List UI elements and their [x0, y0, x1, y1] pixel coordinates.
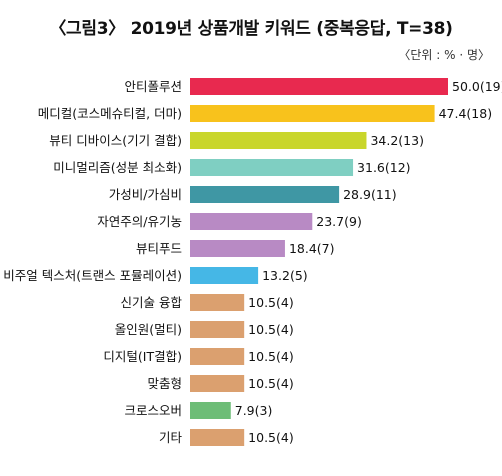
category-label: 크로스오버: [124, 403, 182, 418]
category-label: 자연주의/유기농: [97, 214, 182, 229]
category-label: 기타: [159, 430, 183, 445]
value-label: 13.2(5): [262, 268, 308, 283]
bar: [190, 294, 245, 311]
category-label: 비주얼 텍스처(트랜스 포뮬레이션): [3, 268, 182, 283]
bar: [190, 186, 340, 203]
category-label: 올인원(멀티): [115, 322, 182, 337]
bar: [190, 240, 285, 257]
value-label: 47.4(18): [439, 106, 493, 121]
value-label: 23.7(9): [316, 214, 362, 229]
bar: [190, 375, 245, 392]
value-label: 10.5(4): [248, 430, 294, 445]
value-label: 10.5(4): [248, 322, 294, 337]
category-label: 뷰티 디바이스(기기 결합): [49, 133, 182, 148]
value-label: 18.4(7): [289, 241, 335, 256]
category-label: 맞춤형: [147, 376, 182, 391]
bar: [190, 105, 435, 122]
bar: [190, 159, 354, 176]
value-label: 7.9(3): [235, 403, 273, 418]
chart-title: 〈그림3〉 2019년 상품개발 키워드 (중복응답, T=38): [49, 19, 453, 39]
bar: [190, 78, 448, 95]
bar: [190, 402, 231, 419]
category-label: 뷰티푸드: [136, 241, 182, 256]
category-label: 디지털(IT결합): [103, 349, 182, 364]
bar: [190, 321, 245, 338]
bar: [190, 348, 245, 365]
value-label: 10.5(4): [248, 376, 294, 391]
bar: [190, 429, 245, 446]
bar: [190, 132, 367, 149]
category-label: 신기술 융합: [121, 295, 183, 310]
bar: [190, 267, 259, 284]
bar: [190, 213, 313, 230]
value-label: 28.9(11): [343, 187, 397, 202]
value-label: 10.5(4): [248, 349, 294, 364]
value-label: 31.6(12): [357, 160, 411, 175]
category-label: 메디컬(코스메슈티컬, 더마): [38, 106, 182, 121]
category-label: 가성비/가심비: [109, 187, 182, 202]
value-label: 50.0(19): [452, 79, 502, 94]
value-label: 10.5(4): [248, 295, 294, 310]
category-label: 미니멀리즘(성분 최소화): [53, 160, 182, 175]
unit-note: 〈단위 : % · 명〉: [398, 48, 490, 62]
value-label: 34.2(13): [370, 133, 424, 148]
category-label: 안티폴루션: [124, 79, 182, 94]
